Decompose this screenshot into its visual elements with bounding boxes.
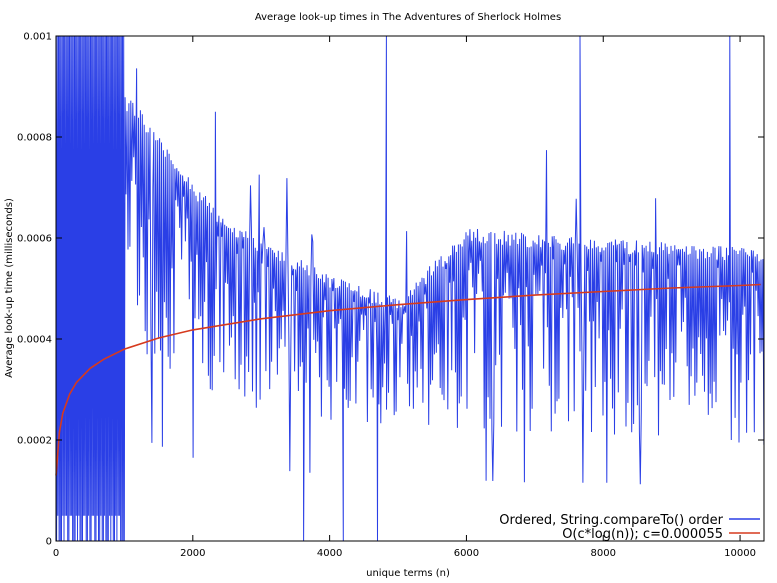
x-tick-label: 4000	[317, 548, 342, 559]
legend: Ordered, String.compareTo() orderO(c*log…	[499, 513, 760, 542]
y-tick-label: 0	[46, 537, 52, 548]
x-tick-label: 6000	[454, 548, 479, 559]
legend-entry-ordered-label: Ordered, String.compareTo() order	[499, 513, 723, 528]
x-tick-label: 10000	[724, 548, 756, 559]
axis-ticks: 0 0.0002 0.0004 0.0006 0.0008 0.001 0 2000 4000 6…	[17, 32, 764, 559]
x-tick-label: 2000	[180, 548, 205, 559]
chart-title: Average look-up times in The Adventures …	[255, 12, 561, 23]
series-ordered-compareto-line	[55, 35, 765, 542]
y-tick-label: 0.0008	[17, 133, 52, 144]
y-tick-label: 0.0004	[17, 335, 52, 346]
x-tick-label: 0	[53, 548, 59, 559]
x-tick-label: 8000	[591, 548, 616, 559]
y-tick-label: 0.001	[23, 32, 52, 43]
y-tick-label: 0.0006	[17, 234, 52, 245]
x-axis-label: unique terms (n)	[366, 568, 450, 579]
y-tick-label: 0.0002	[17, 436, 52, 447]
y-axis-label: Average look-up time (milliseconds)	[4, 198, 15, 378]
plot-frame	[55, 35, 765, 542]
series-log-fit-line	[55, 283, 761, 476]
legend-entry-log-fit-label: O(c*log(n)); c=0.000055	[562, 527, 723, 542]
plot-area	[55, 35, 765, 542]
